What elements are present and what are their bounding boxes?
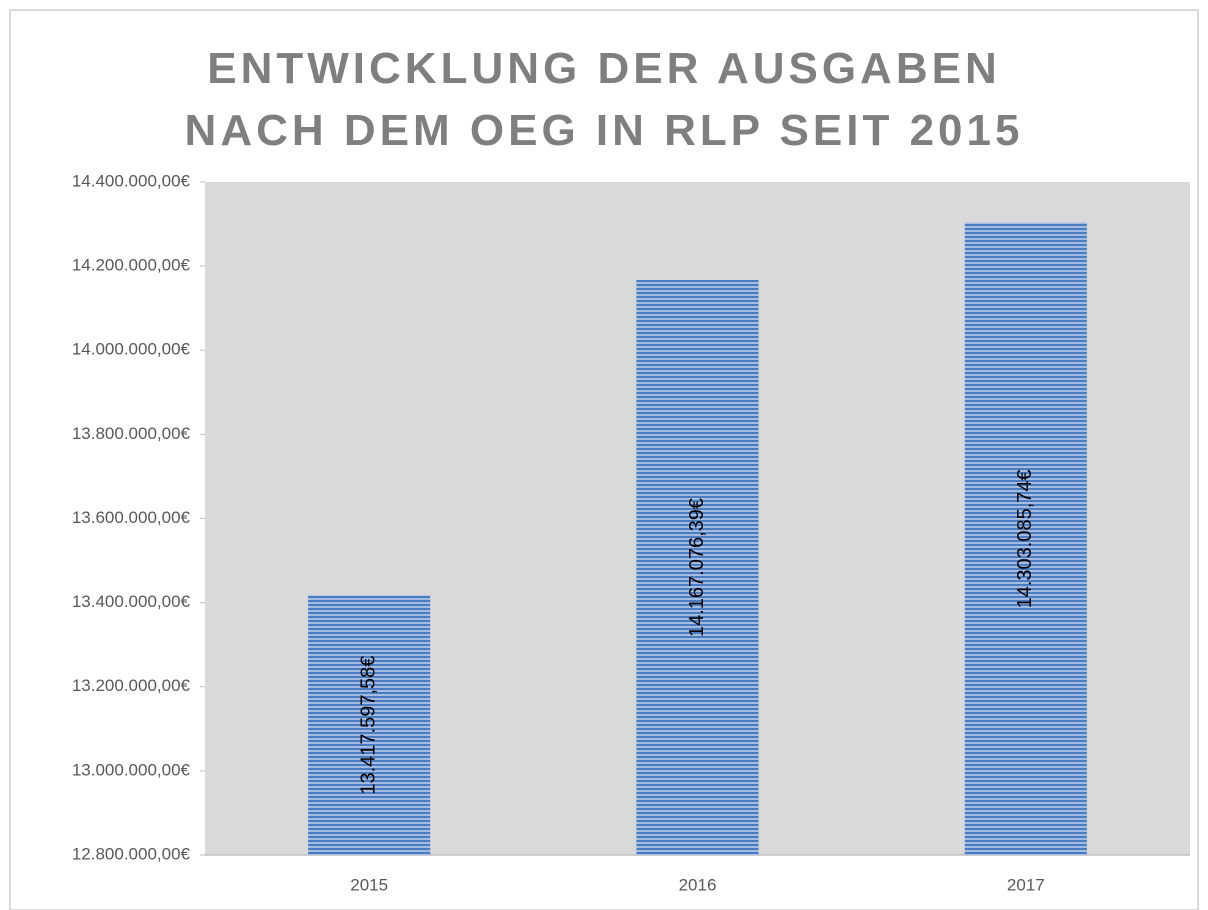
x-tick-label: 2017 [1007, 875, 1045, 894]
data-label: 14.303.085,74€ [1014, 469, 1036, 608]
data-label: 13.417.597,58€ [357, 656, 379, 795]
data-label: 14.167.076,39€ [686, 498, 708, 637]
bar [636, 279, 759, 855]
x-tick-label: 2016 [679, 875, 717, 894]
y-tick-label: 13.000.000,00€ [72, 760, 191, 779]
y-tick-label: 13.600.000,00€ [72, 508, 191, 527]
y-tick-label: 14.200.000,00€ [72, 256, 191, 275]
chart-title: ENTWICKLUNG DER AUSGABEN NACH DEM OEG IN… [184, 44, 1024, 155]
y-tick-label: 13.200.000,00€ [72, 676, 191, 695]
y-tick-label: 14.000.000,00€ [72, 340, 191, 359]
bar [964, 222, 1087, 856]
x-tick-label: 2015 [350, 875, 388, 894]
y-tick-label: 12.800.000,00€ [72, 844, 191, 863]
y-tick-label: 13.400.000,00€ [72, 592, 191, 611]
y-tick-label: 14.400.000,00€ [72, 171, 191, 190]
chart-border [9, 9, 1199, 910]
y-tick-label: 13.800.000,00€ [72, 424, 191, 443]
bar [308, 595, 431, 855]
